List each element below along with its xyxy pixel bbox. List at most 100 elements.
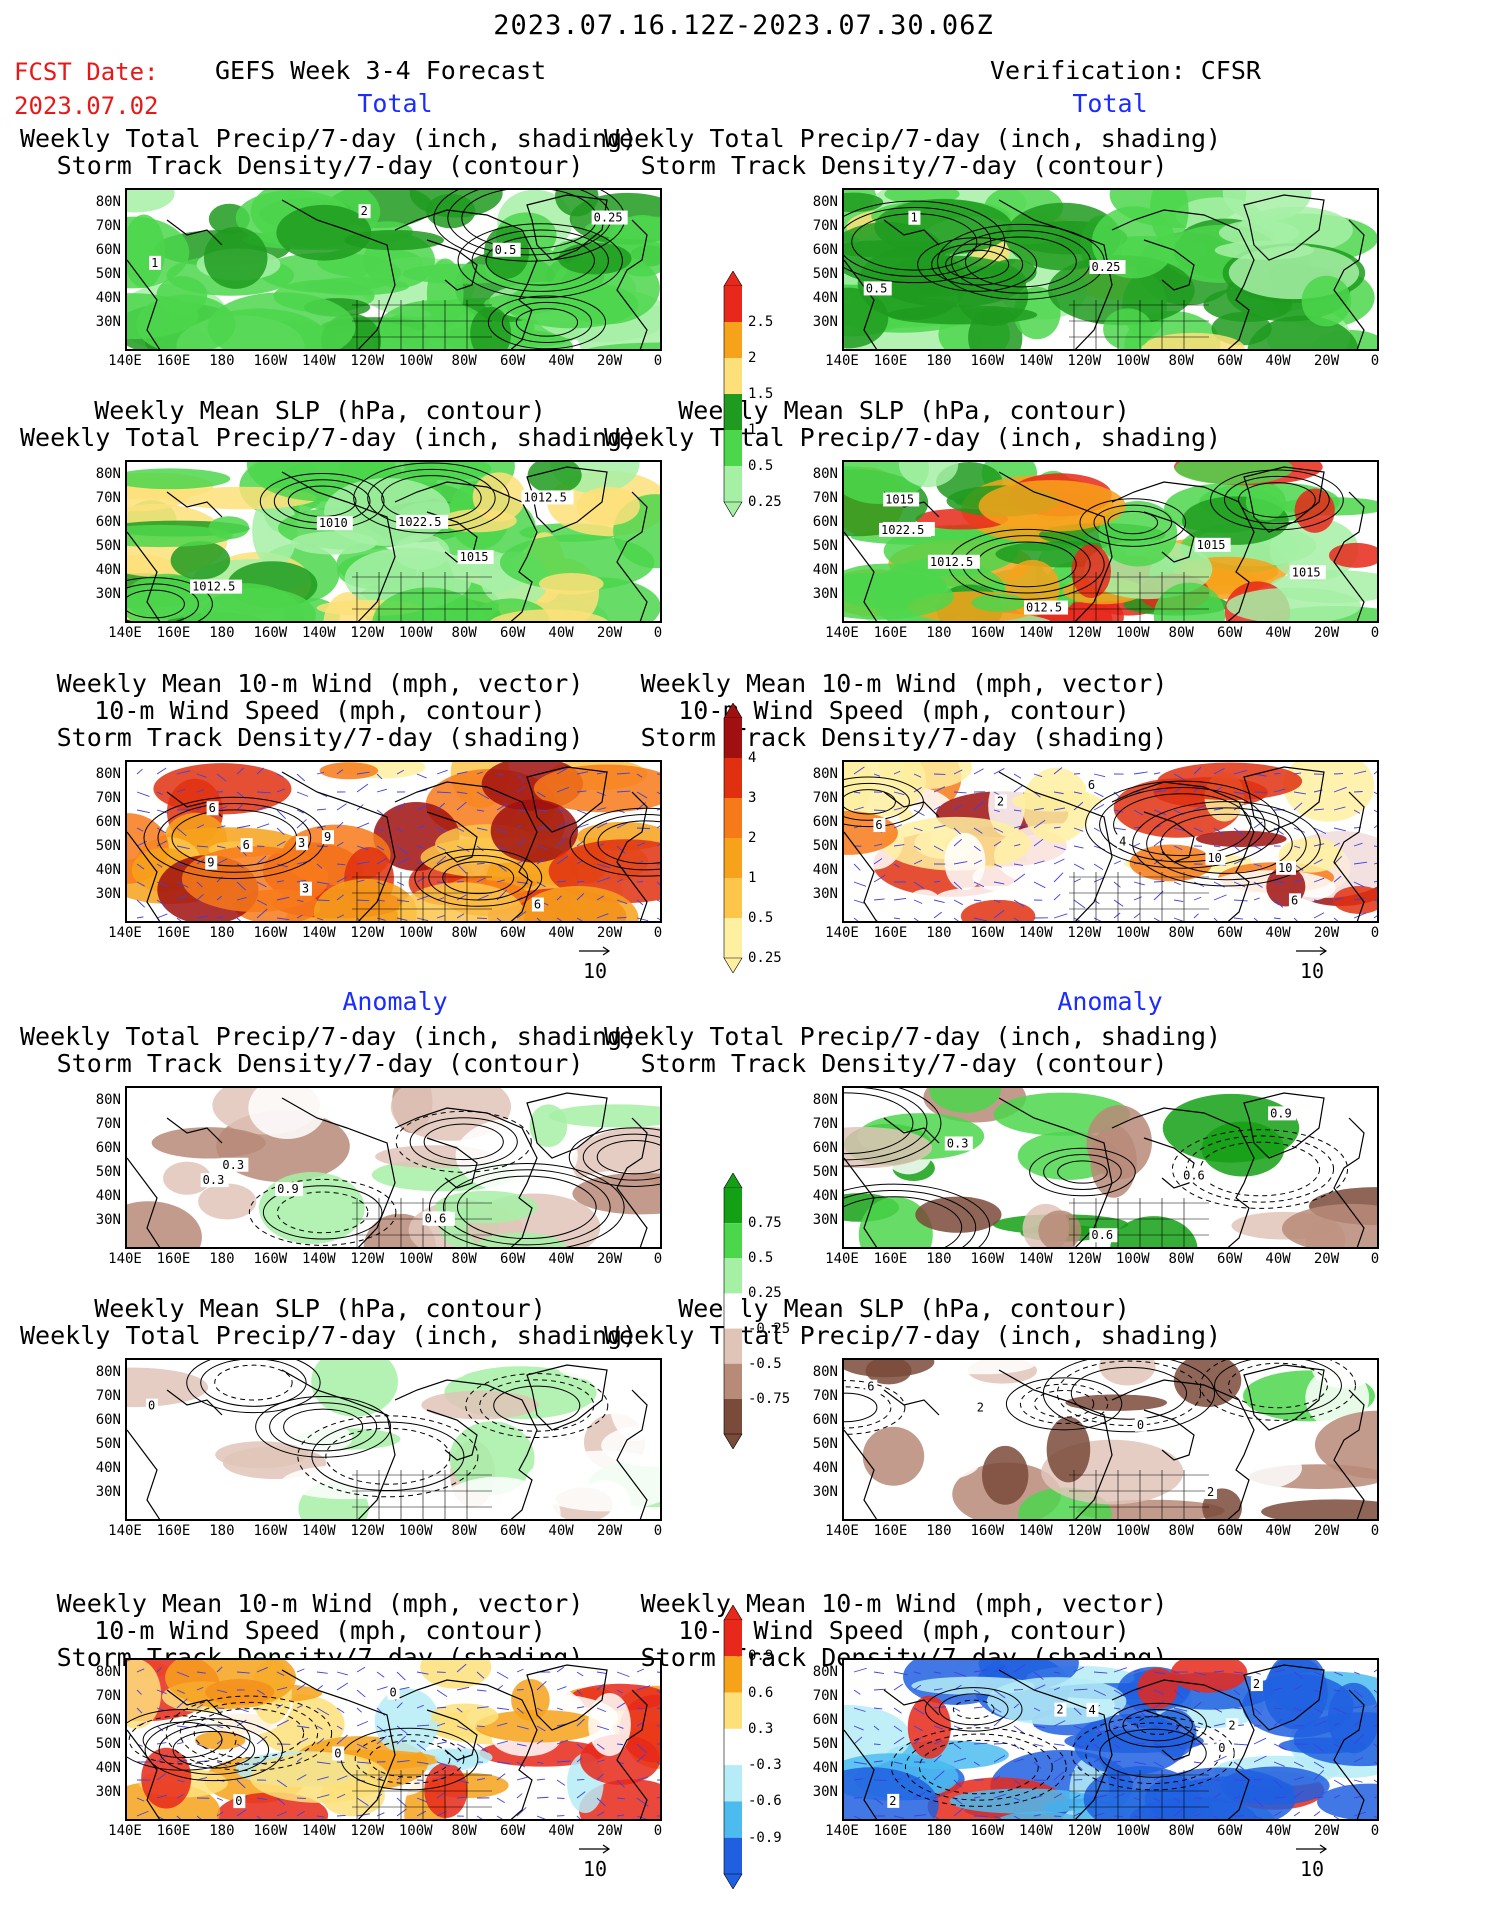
lon-label: 180 xyxy=(209,353,235,369)
lon-label: 160E xyxy=(873,1251,908,1267)
lon-label: 20W xyxy=(1313,1251,1340,1267)
lon-label: 180 xyxy=(926,625,952,641)
lat-label: 40N xyxy=(812,290,838,306)
contour-label: 6 xyxy=(209,801,216,815)
lon-label: 120W xyxy=(1067,1251,1102,1267)
lon-label: 160E xyxy=(873,1823,908,1839)
contour-label: 6 xyxy=(1088,778,1095,792)
lon-label: 0 xyxy=(1370,1251,1380,1267)
lon-label: 140E xyxy=(825,625,859,641)
lon-label: 140W xyxy=(1018,625,1053,641)
contour-label: 0 xyxy=(235,1794,242,1808)
lon-label: 160W xyxy=(253,353,288,369)
lon-label: 180 xyxy=(209,1523,235,1539)
map-panel: 0 xyxy=(125,1358,662,1521)
lon-label: 60W xyxy=(499,1523,526,1539)
colorbar-label: 0.5 xyxy=(748,1250,774,1267)
lat-label: 60N xyxy=(95,514,121,530)
lat-label: 80N xyxy=(95,1364,121,1380)
lon-label: 40W xyxy=(1265,1251,1291,1267)
lon-label: 120W xyxy=(1067,1523,1102,1539)
lon-label: 140W xyxy=(1018,1251,1053,1267)
panel-title: Weekly Total Precip/7-day (inch, shading… xyxy=(20,124,638,180)
contour-label: 1012.5 xyxy=(930,555,973,569)
contour-label: 1012.5 xyxy=(192,580,235,594)
lon-label: 140E xyxy=(108,925,142,941)
lat-label: 50N xyxy=(812,1736,838,1752)
lon-label: 180 xyxy=(209,1251,235,1267)
lon-label: 80W xyxy=(1168,1523,1194,1539)
lat-label: 30N xyxy=(812,886,838,902)
lon-label: 60W xyxy=(499,353,526,369)
colorbar-label: 0.9 xyxy=(748,1648,774,1665)
lon-label: 180 xyxy=(209,925,235,941)
section-label-total-right: Total xyxy=(1072,89,1148,118)
map-panel: 2 6 6 10 10 4 6 xyxy=(842,760,1379,923)
lon-label: 160W xyxy=(970,625,1005,641)
contour-label: 0.25 xyxy=(594,211,623,225)
lat-label: 30N xyxy=(95,1484,121,1500)
lon-label: 0 xyxy=(653,353,663,369)
contour-label: 0.25 xyxy=(1092,260,1121,274)
lon-label: 140E xyxy=(825,353,859,369)
lon-label: 140W xyxy=(301,625,336,641)
lon-label: 180 xyxy=(926,1823,952,1839)
lon-label: 40W xyxy=(548,925,574,941)
lat-label: 30N xyxy=(95,1784,121,1800)
lon-label: 60W xyxy=(1216,625,1243,641)
colorbar-label: -0.9 xyxy=(748,1829,782,1846)
section-label-anomaly-left: Anomaly xyxy=(342,987,448,1016)
map-panel: 0.30.90.60.30.3 xyxy=(125,1086,662,1249)
contour-label: 1015 xyxy=(460,550,489,564)
map-panel: 1 2 0.5 0.25 xyxy=(125,188,662,351)
panel-title: Weekly Mean 10-m Wind (mph, vector) 10-m… xyxy=(640,669,1168,752)
colorbar-label: -0.6 xyxy=(748,1793,782,1810)
lon-label: 140W xyxy=(301,925,336,941)
colorbar-label: 2 xyxy=(748,350,757,366)
contour-label: 012.5 xyxy=(1026,601,1062,615)
lon-label: 160E xyxy=(156,1823,191,1839)
colorbar-label: 2.5 xyxy=(748,314,774,330)
lon-label: 60W xyxy=(499,925,526,941)
panel-title: Weekly Mean 10-m Wind (mph, vector) 10-m… xyxy=(56,669,584,752)
contour-label: 0.5 xyxy=(866,281,888,295)
lon-label: 100W xyxy=(398,1823,433,1839)
lat-label: 30N xyxy=(812,314,838,330)
lon-label: 20W xyxy=(1313,625,1340,641)
lon-label: 180 xyxy=(926,353,952,369)
colorbar-label: -0.3 xyxy=(748,1757,782,1774)
lon-label: 100W xyxy=(398,1251,433,1267)
contour-label: 10 xyxy=(1207,851,1221,865)
lat-label: 70N xyxy=(812,790,838,806)
lon-label: 160W xyxy=(970,353,1005,369)
lat-label: 50N xyxy=(95,1436,121,1452)
vector-reference: 10 xyxy=(1282,1841,1342,1881)
colorbar-label: -0.5 xyxy=(748,1355,782,1372)
vector-reference: 10 xyxy=(565,943,625,983)
lat-label: 50N xyxy=(95,1164,121,1180)
lon-label: 160E xyxy=(156,1523,191,1539)
contour-label: 2 xyxy=(361,204,368,218)
panel-title: Weekly Mean SLP (hPa, contour) Weekly To… xyxy=(20,396,638,452)
contour-label: 0.5 xyxy=(495,243,517,257)
lat-label: 60N xyxy=(812,1712,838,1728)
lon-label: 100W xyxy=(1115,925,1150,941)
panel-title: Weekly Total Precip/7-day (inch, shading… xyxy=(20,1022,638,1078)
contour-label: 0 xyxy=(1137,1418,1144,1432)
lat-label: 40N xyxy=(812,1760,838,1776)
lon-label: 0 xyxy=(1370,925,1380,941)
vector-reference: 10 xyxy=(1282,943,1342,983)
lon-label: 60W xyxy=(499,1823,526,1839)
lon-label: 40W xyxy=(548,1523,574,1539)
colorbar xyxy=(723,271,743,517)
panel-title: Weekly Total Precip/7-day (inch, shading… xyxy=(604,124,1222,180)
map-panel: 0 0 0 xyxy=(125,1658,662,1821)
right-column-title: Verification: CFSR xyxy=(990,56,1261,85)
lon-label: 0 xyxy=(1370,353,1380,369)
lon-label: 140E xyxy=(825,925,859,941)
lon-label: 120W xyxy=(350,625,385,641)
colorbar-label: 4 xyxy=(748,750,757,766)
lon-label: 120W xyxy=(1067,925,1102,941)
lon-label: 100W xyxy=(398,925,433,941)
